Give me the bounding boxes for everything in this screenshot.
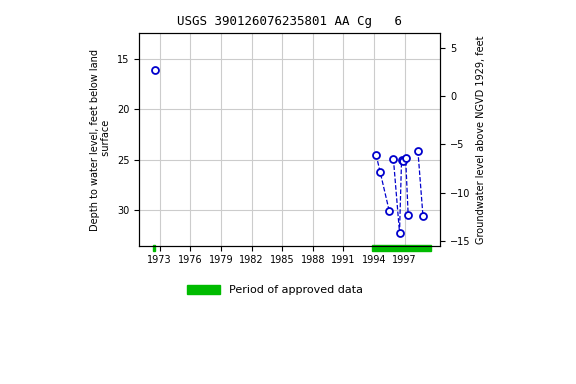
Title: USGS 390126076235801 AA Cg   6: USGS 390126076235801 AA Cg 6 bbox=[177, 15, 402, 28]
Legend: Period of approved data: Period of approved data bbox=[182, 280, 367, 300]
Bar bbox=[153, 245, 155, 252]
Y-axis label: Groundwater level above NGVD 1929, feet: Groundwater level above NGVD 1929, feet bbox=[476, 35, 486, 244]
Bar bbox=[372, 245, 431, 252]
Y-axis label: Depth to water level, feet below land
 surface: Depth to water level, feet below land su… bbox=[90, 48, 112, 230]
